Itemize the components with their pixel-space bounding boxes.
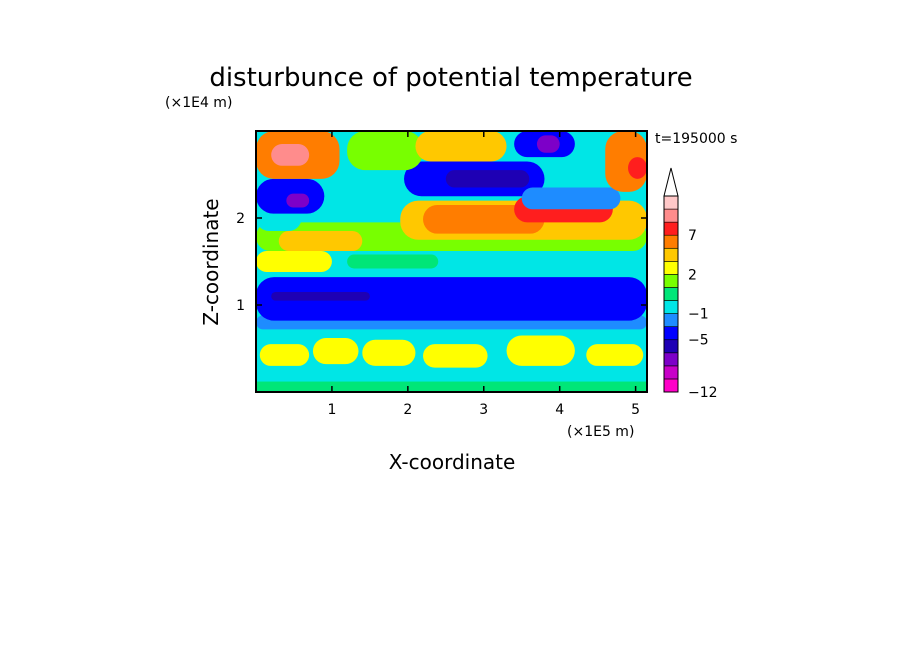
colorbar-swatch	[663, 261, 679, 275]
contour-region	[256, 381, 647, 392]
colorbar-swatch	[663, 339, 679, 354]
colorbar: −12−5−127	[663, 167, 718, 401]
contour-region	[423, 344, 488, 368]
colorbar-swatch	[663, 208, 679, 223]
x-tick-label: 3	[479, 402, 488, 418]
colorbar-extend-arrow	[663, 167, 679, 197]
colorbar-label: −5	[688, 333, 709, 349]
colorbar-swatch	[663, 195, 679, 210]
contour-region	[362, 339, 416, 366]
colorbar-swatch	[663, 234, 679, 249]
colorbar-swatch	[663, 378, 679, 393]
x-tick-label: 2	[403, 402, 412, 418]
contour-region	[312, 338, 359, 365]
colorbar-swatch	[663, 326, 679, 341]
y-tick-label: 2	[236, 211, 245, 227]
contour-region	[628, 157, 647, 179]
x-axis-label: X-coordinate	[389, 450, 516, 474]
colorbar-swatch	[663, 352, 679, 367]
y-tick-label: 1	[236, 298, 245, 314]
contour-field	[256, 131, 647, 392]
contour-region	[286, 193, 310, 208]
time-label: t=195000 s	[655, 131, 737, 147]
colorbar-swatch	[663, 221, 679, 236]
contour-region	[324, 187, 378, 210]
contour-region	[347, 254, 439, 269]
contour-region	[521, 187, 621, 210]
colorbar-swatch	[663, 274, 679, 288]
contour-region	[256, 277, 647, 321]
colorbar-swatch	[663, 287, 679, 301]
x-axis: 1 2 3 4 5	[327, 131, 640, 418]
colorbar-swatch	[663, 300, 679, 314]
x-tick-label: 1	[327, 402, 336, 418]
x-tick-label: 4	[555, 402, 564, 418]
colorbar-label: 7	[688, 228, 697, 244]
colorbar-label: −1	[688, 307, 709, 323]
x-unit-label: (×1E5 m)	[567, 424, 634, 440]
contour-region	[586, 344, 644, 366]
colorbar-label: 2	[688, 267, 697, 283]
contour-region	[536, 135, 560, 153]
colorbar-label: −12	[688, 385, 718, 401]
contour-region	[271, 144, 310, 166]
contour-region	[271, 291, 370, 301]
contour-region	[445, 170, 530, 188]
chart-title: disturbunce of potential temperature	[209, 63, 692, 93]
contour-region	[347, 131, 424, 171]
contour-region	[506, 335, 575, 366]
colorbar-swatch	[663, 247, 679, 262]
colorbar-frame	[663, 195, 679, 393]
contour-region	[278, 231, 363, 252]
contour-region	[423, 204, 545, 234]
y-axis-label: Z-coordinate	[199, 198, 223, 325]
colorbar-swatch	[663, 365, 679, 380]
contour-region	[256, 251, 332, 272]
y-unit-label: (×1E4 m)	[165, 95, 232, 111]
y-axis: 12	[236, 211, 647, 314]
contour-region	[415, 131, 507, 162]
plot-frame	[255, 130, 648, 393]
colorbar-swatch	[663, 313, 679, 327]
x-tick-label: 5	[631, 402, 640, 418]
contour-region	[259, 344, 310, 366]
